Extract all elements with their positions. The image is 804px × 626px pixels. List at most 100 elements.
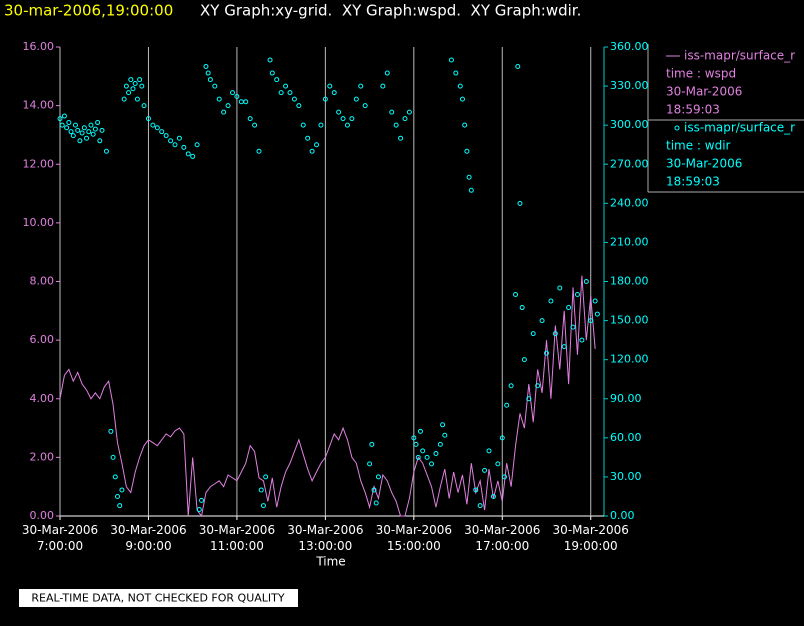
wdir-point: [433, 450, 439, 456]
wdir-point: [367, 461, 373, 467]
wdir-point: [331, 90, 337, 96]
wdir-point: [513, 292, 519, 298]
wdir-point: [132, 80, 138, 86]
wdir-point: [190, 153, 196, 159]
wdir-point: [322, 96, 328, 102]
wdir-point: [121, 96, 127, 102]
wdir-point: [384, 70, 390, 76]
wdir-point: [393, 122, 399, 128]
wdir-point: [66, 120, 72, 126]
wdir-point: [327, 83, 333, 89]
wdir-point: [172, 142, 178, 148]
y-tick-label: 8.00: [30, 275, 55, 288]
wdir-point: [477, 503, 483, 509]
wdir-point: [134, 96, 140, 102]
wdir-point: [535, 383, 541, 389]
x-tick-label: 30-Mar-2006 13:00:00: [287, 523, 363, 553]
wdir-point: [59, 122, 65, 128]
wdir-point: [84, 135, 90, 141]
wdir-point: [501, 474, 507, 480]
wdir-point: [263, 474, 269, 480]
wdir-point: [344, 122, 350, 128]
wdir-point: [181, 144, 187, 150]
wdir-point: [117, 503, 123, 509]
wdir-point: [305, 135, 311, 141]
wdir-point: [252, 122, 258, 128]
wdir-point: [258, 487, 264, 493]
wdir-point: [548, 298, 554, 304]
y2-tick-label: 240.00: [610, 196, 649, 209]
footer-box: [19, 589, 298, 607]
wdir-point: [417, 428, 423, 434]
wdir-point: [110, 454, 116, 460]
wdir-point: [530, 331, 536, 337]
wdir-point: [457, 83, 463, 89]
wdir-point: [300, 122, 306, 128]
wdir-point: [453, 70, 459, 76]
legend-detail: time : wdir: [666, 139, 731, 153]
wdir-point: [402, 116, 408, 122]
wdir-point: [114, 493, 120, 499]
wdir-point: [234, 94, 240, 100]
wdir-point: [194, 142, 200, 148]
wdir-point: [314, 142, 320, 148]
wdir-point: [267, 57, 273, 63]
wdir-point: [464, 148, 470, 154]
wspd-line: [59, 275, 596, 518]
wdir-point: [440, 422, 446, 428]
y-tick-label: 6.00: [30, 333, 55, 346]
wdir-point: [141, 103, 147, 109]
wdir-point: [159, 129, 165, 135]
wdir-point: [389, 109, 395, 115]
legend-label: iss-mapr/surface_r: [684, 121, 795, 135]
y2-tick-label: 180.00: [610, 275, 649, 288]
y2-tick-label: 210.00: [610, 235, 649, 248]
legend-swatch: [674, 125, 680, 131]
y-tick-label: 16.00: [23, 40, 55, 53]
wdir-point: [424, 454, 430, 460]
wdir-point: [415, 454, 421, 460]
wdir-point: [371, 487, 377, 493]
wdir-point: [462, 122, 468, 128]
wdir-point: [128, 77, 134, 83]
wdir-point: [243, 99, 249, 105]
wdir-point: [557, 285, 563, 291]
wdir-point: [163, 133, 169, 139]
wdir-point: [126, 90, 132, 96]
y2-tick-label: 270.00: [610, 157, 649, 170]
legend-detail: 18:59:03: [666, 103, 720, 117]
y2-tick-label: 60.00: [610, 431, 642, 444]
y2-tick-label: 30.00: [610, 470, 642, 483]
wdir-point: [358, 83, 364, 89]
chart-title: XY Graph:xy-grid. XY Graph:wspd. XY Grap…: [200, 2, 581, 20]
wdir-point: [70, 133, 76, 139]
wdir-point: [539, 318, 545, 324]
wdir-point: [283, 83, 289, 89]
wdir-point: [296, 103, 302, 109]
wdir-point: [375, 474, 381, 480]
legend-detail: time : wspd: [666, 67, 736, 81]
wdir-point: [519, 305, 525, 311]
wdir-point: [515, 64, 521, 70]
wdir-point: [185, 151, 191, 157]
wdir-point: [499, 435, 505, 441]
wdir-point: [420, 448, 426, 454]
wdir-point: [168, 138, 174, 144]
x-tick-label: 30-Mar-2006 17:00:00: [464, 523, 540, 553]
wdir-point: [340, 116, 346, 122]
wdir-point: [526, 396, 532, 402]
legend-detail: 30-Mar-2006: [666, 157, 742, 171]
wdir-point: [229, 90, 235, 96]
wdir-point: [437, 441, 443, 447]
wdir-point: [199, 497, 205, 503]
x-tick-label: 30-Mar-2006 7:00:00: [22, 523, 98, 553]
wdir-point: [137, 77, 143, 83]
wdir-point: [459, 96, 465, 102]
wdir-point: [336, 109, 342, 115]
wdir-point: [256, 148, 262, 154]
wdir-point: [207, 77, 213, 83]
wdir-point: [486, 448, 492, 454]
wdir-point: [61, 113, 67, 119]
y2-tick-label: 120.00: [610, 353, 649, 366]
